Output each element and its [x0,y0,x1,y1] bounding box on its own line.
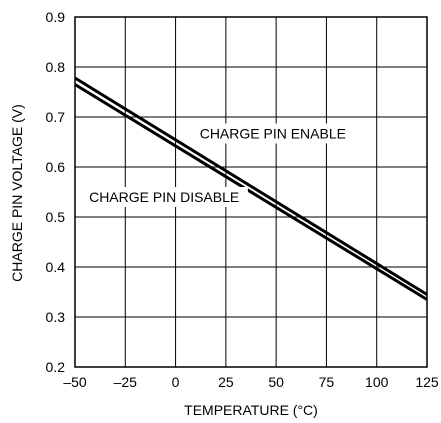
x-tick-label: 0 [172,374,180,390]
x-tick-label: –25 [114,374,138,390]
y-tick-label: 0.3 [46,309,66,325]
annotations: CHARGE PIN ENABLE CHARGE PIN DISABLE [85,123,350,207]
grid [74,16,428,368]
y-tick-labels: 0.2 0.3 0.4 0.5 0.6 0.7 0.8 0.9 [46,9,66,375]
x-tick-label: 50 [268,374,284,390]
x-tick-label: –50 [63,374,87,390]
series-lines [74,76,428,301]
series-line-disable [74,83,428,301]
x-axis-title: TEMPERATURE (°C) [184,402,318,418]
y-tick-label: 0.6 [46,159,66,175]
y-tick-label: 0.5 [46,209,66,225]
y-tick-label: 0.4 [46,259,66,275]
x-tick-label: 100 [365,374,389,390]
annotation-background [85,187,248,207]
annotation-background [195,123,350,144]
y-tick-label: 0.8 [46,59,66,75]
x-tick-labels: –50 –25 0 25 50 75 100 125 [63,374,439,390]
plot-frame [74,16,428,368]
y-tick-label: 0.2 [46,359,66,375]
series-line-enable [74,76,428,296]
x-tick-label: 75 [319,374,335,390]
y-tick-label: 0.7 [46,109,66,125]
annotation-label: CHARGE PIN DISABLE [89,189,239,205]
y-axis-title: CHARGE PIN VOLTAGE (V) [9,104,25,282]
x-tick-label: 125 [415,374,439,390]
y-tick-label: 0.9 [46,9,66,25]
annotation-label: CHARGE PIN ENABLE [200,126,346,142]
x-tick-label: 25 [218,374,234,390]
